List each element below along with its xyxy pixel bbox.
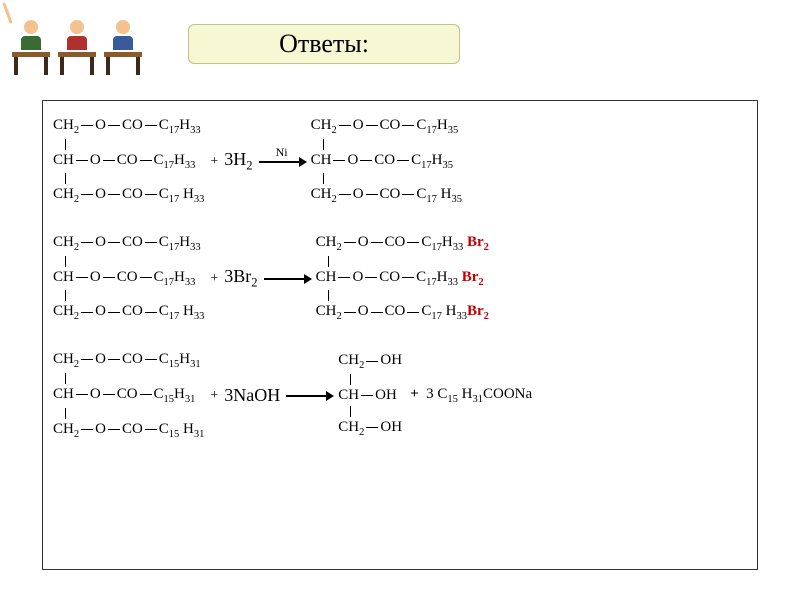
reactant-triolein-2: CH2OCOC17H33 CHOCOC17H33 CH2OCOC17 H33 xyxy=(53,232,204,325)
reaction-arrow xyxy=(286,395,332,397)
plus-sign: + xyxy=(210,388,218,404)
product-glycerol: CH2OH CHOH CH2OH xyxy=(338,350,402,440)
title-text: Ответы: xyxy=(279,29,369,59)
product-soap: + 3 C15 H31COONa xyxy=(410,386,532,405)
classroom-illustration xyxy=(12,20,142,57)
catalyst-ni: Ni xyxy=(259,145,305,160)
reaction-arrow: Ni xyxy=(259,161,305,163)
product-brominated: CH2OCOC17H33 Br2 CHOCOC17H33 Br2 CH2OCOC… xyxy=(316,232,489,325)
reactant-triolein: CH2OCOC17H33 CHOCOC17H33 CH2OCOC17 H33 xyxy=(53,115,204,208)
reaction-3: CH2OCOC15H31 CHOCOC15H31 CH2OCOC15 H31 +… xyxy=(53,349,747,442)
answers-panel: CH2OCOC17H33 CHOCOC17H33 CH2OCOC17 H33 +… xyxy=(42,100,758,570)
reagent-naoh: 3NaOH xyxy=(224,385,280,406)
reaction-arrow xyxy=(264,278,310,280)
reaction-1: CH2OCOC17H33 CHOCOC17H33 CH2OCOC17 H33 +… xyxy=(53,115,747,208)
plus-sign: + xyxy=(210,154,218,170)
product-tristearin: CH2OCOC17H35 CHOCOC17H35 CH2OCOC17 H35 xyxy=(311,115,462,208)
plus-sign: + xyxy=(210,271,218,287)
reagent-h2: 3H2 xyxy=(224,149,252,174)
reagent-br2: 3Br2 xyxy=(224,266,257,291)
reaction-2: CH2OCOC17H33 CHOCOC17H33 CH2OCOC17 H33 +… xyxy=(53,232,747,325)
title-box: Ответы: xyxy=(188,24,460,64)
reactant-tripalmitin: CH2OCOC15H31 CHOCOC15H31 CH2OCOC15 H31 xyxy=(53,349,204,442)
